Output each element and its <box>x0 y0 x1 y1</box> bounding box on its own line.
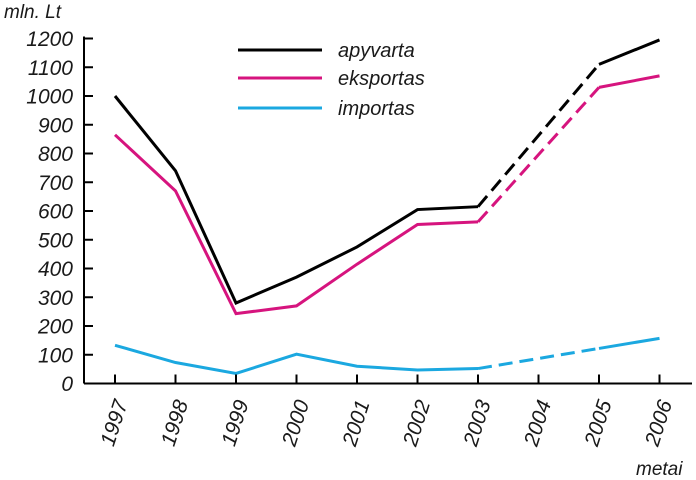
series-apyvarta-line <box>113 95 479 305</box>
series-eksportas-forecast-dash <box>476 86 601 223</box>
x-tick-label: 2001 <box>338 397 375 449</box>
series-eksportas-forecast-line <box>598 74 660 89</box>
y-tick-label: 300 <box>38 287 73 310</box>
y-tick-label: 800 <box>38 143 73 166</box>
legend-label-eksportas: eksportas <box>338 68 425 90</box>
x-ticks: 1997 1998 1999 2000 2001 2002 2003 2004 2005 2006 <box>96 374 678 450</box>
x-axis-label: metai <box>636 459 683 480</box>
y-tick-label: 700 <box>38 172 73 195</box>
y-tick-label: 900 <box>38 114 73 137</box>
y-tick-label: 600 <box>38 201 73 224</box>
series-importas-forecast-line <box>598 336 660 350</box>
series-importas-line <box>114 343 479 375</box>
y-tick-label: 1000 <box>26 86 73 109</box>
legend-label-apyvarta: apyvarta <box>338 40 415 62</box>
y-tick-label: 500 <box>38 229 73 252</box>
legend: apyvarta eksportas importas <box>238 40 425 120</box>
x-tick-label: 1998 <box>157 397 193 449</box>
y-ticks: 0 100 200 300 400 500 600 700 800 900 1000 1100 1200 <box>26 28 93 396</box>
y-tick-label: 100 <box>38 344 73 367</box>
y-axis-label: mln. Lt <box>4 2 62 23</box>
y-tick-label: 400 <box>38 258 73 281</box>
plot-lines <box>113 38 661 375</box>
x-tick-label: 2000 <box>278 397 315 450</box>
series-importas-forecast-dash <box>477 346 600 371</box>
series-eksportas-line <box>113 133 479 316</box>
x-tick-label: 2006 <box>641 397 678 450</box>
x-tick-label: 2002 <box>399 397 436 450</box>
x-tick-label: 2004 <box>520 397 557 449</box>
series-apyvarta-forecast-line <box>598 38 661 66</box>
series-apyvarta-forecast-dash <box>476 63 601 208</box>
legend-label-importas: importas <box>338 98 415 120</box>
y-tick-label: 1200 <box>26 28 73 51</box>
x-tick-label: 1999 <box>217 397 253 449</box>
x-tick-label: 1997 <box>96 396 133 449</box>
x-tick-label: 2003 <box>459 397 496 450</box>
y-tick-label: 1100 <box>28 57 73 80</box>
y-tick-label: 200 <box>37 316 73 339</box>
y-tick-label: 0 <box>61 373 73 396</box>
x-tick-label: 2005 <box>580 397 617 450</box>
